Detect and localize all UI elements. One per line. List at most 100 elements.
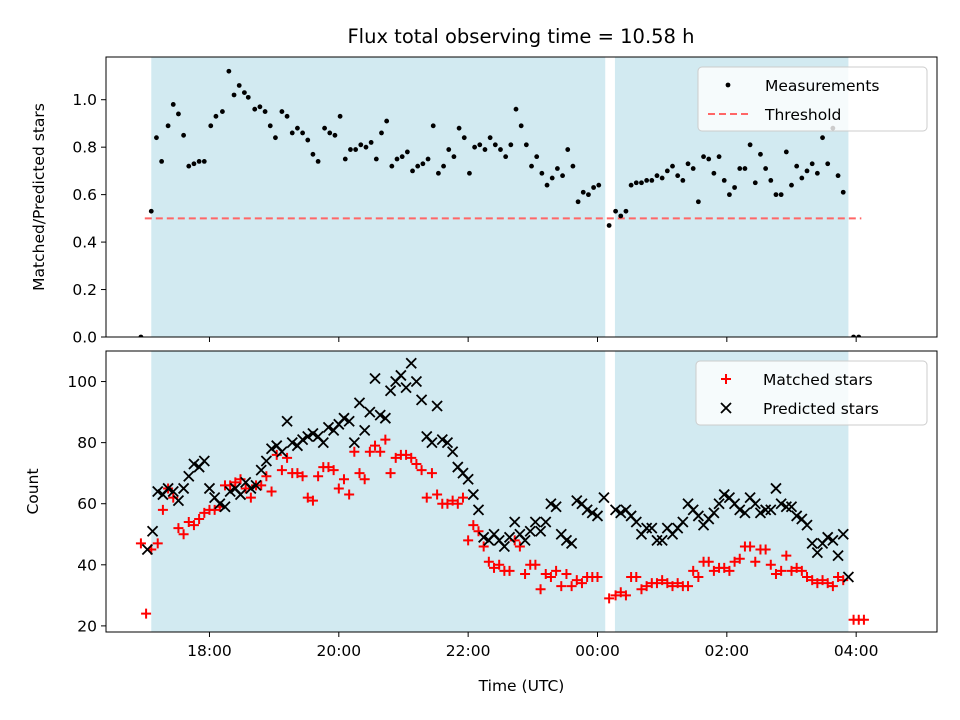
measurement-point [606, 223, 612, 228]
matched-point [786, 565, 797, 576]
matched-point [540, 568, 551, 579]
measurement-point [353, 147, 359, 152]
measurement-point [758, 151, 763, 157]
measurement-point [613, 208, 618, 214]
measurement-point [633, 180, 639, 186]
matched-point [432, 489, 443, 500]
measurement-point [498, 147, 503, 152]
y-tick-label: 0.6 [72, 186, 97, 204]
matched-point [141, 608, 152, 619]
measurement-point [477, 142, 483, 148]
measurement-point [549, 175, 555, 181]
x-tick-label: 18:00 [187, 642, 232, 660]
matched-point [328, 465, 339, 476]
predicted-point [415, 394, 428, 406]
predicted-point [384, 385, 397, 397]
measurement-point [181, 132, 187, 138]
matched-point [230, 477, 241, 488]
measurement-point [716, 154, 722, 160]
predicted-point [260, 455, 273, 467]
measurement-point [289, 130, 295, 136]
matched-point [545, 572, 556, 583]
predicted-point [586, 507, 598, 519]
measurement-point [529, 163, 534, 169]
predicted-point [524, 525, 536, 537]
measurement-point [523, 142, 529, 148]
predicted-point [806, 537, 818, 550]
measurement-point [670, 163, 675, 169]
measurement-point [420, 161, 426, 167]
matched-point [421, 492, 432, 503]
predicted-point [509, 516, 521, 528]
measurement-point [322, 125, 327, 131]
measurement-point [213, 113, 219, 119]
predicted-point [692, 510, 705, 522]
matched-point [745, 541, 756, 552]
matched-point [473, 526, 484, 537]
matched-point [833, 572, 844, 583]
predicted-point [302, 430, 314, 443]
measurement-point [565, 147, 571, 152]
measurement-point [789, 182, 794, 188]
matched-point [188, 520, 199, 531]
measurement-point [186, 163, 192, 169]
measurement-point [778, 192, 784, 198]
predicted-point [708, 507, 720, 519]
measurement-point [191, 161, 197, 167]
predicted-point [353, 397, 366, 409]
y-tick-label: 0.2 [72, 281, 97, 299]
measurement-point [284, 113, 290, 119]
matched-point [651, 578, 662, 589]
predicted-point [534, 525, 547, 537]
matched-point [302, 492, 313, 503]
matched-point [561, 568, 572, 579]
y-tick-label: 60 [77, 495, 97, 513]
predicted-point [467, 488, 479, 501]
predicted-point [162, 482, 174, 495]
predicted-point [565, 537, 578, 550]
matched-point [822, 578, 833, 589]
matched-point [791, 562, 802, 573]
matched-point [183, 517, 194, 528]
measurement-point [245, 94, 251, 100]
legend-label: Measurements [765, 77, 880, 95]
measurement-point [513, 106, 519, 112]
measurement-point [685, 161, 691, 167]
predicted-point [498, 540, 510, 553]
matched-point [530, 559, 541, 570]
predicted-point [234, 488, 247, 501]
predicted-point [609, 504, 622, 516]
measurement-point [618, 213, 624, 219]
matched-point [344, 489, 355, 500]
predicted-point [219, 501, 231, 513]
matched-point [426, 468, 437, 479]
measurement-point [628, 182, 634, 188]
predicted-point [811, 546, 823, 559]
matched-point [729, 556, 740, 567]
data-points [135, 357, 869, 625]
predicted-point [177, 482, 190, 495]
predicted-point [591, 510, 604, 522]
measurement-point [373, 156, 379, 162]
matched-point [662, 578, 673, 589]
predicted-point [400, 382, 412, 394]
measurement-point [825, 161, 831, 167]
measurement-point [675, 173, 681, 179]
predicted-point [203, 482, 216, 495]
matched-point [750, 556, 761, 567]
matched-point [370, 440, 381, 451]
predicted-point [718, 488, 730, 501]
matched-point [693, 572, 704, 583]
predicted-point [426, 436, 438, 449]
measurement-point [379, 130, 384, 136]
predicted-point [369, 372, 381, 385]
measurement-point [773, 192, 779, 198]
measurement-point [154, 135, 159, 141]
predicted-point [141, 543, 154, 556]
predicted-point [286, 436, 298, 449]
matched-point [416, 465, 427, 476]
legend-box [697, 66, 928, 132]
matched-point [802, 572, 813, 583]
measurement-point [721, 177, 727, 183]
measurement-point [337, 113, 343, 119]
